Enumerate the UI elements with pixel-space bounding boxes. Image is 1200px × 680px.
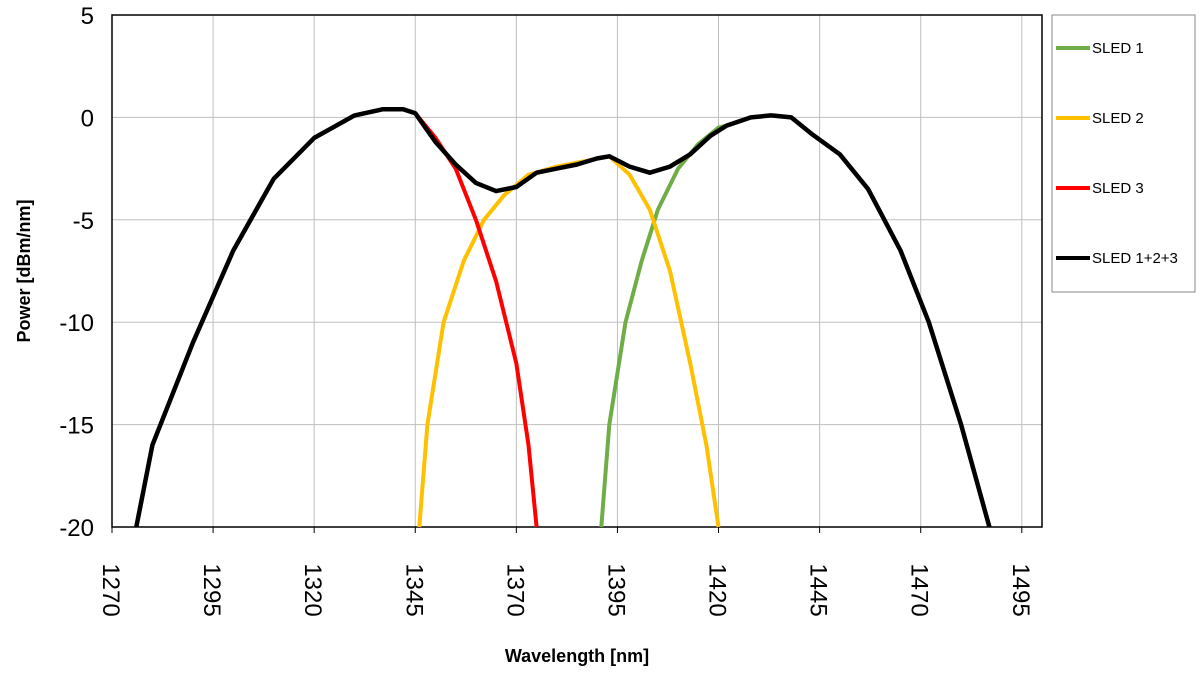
y-tick-label: -20 xyxy=(59,515,94,542)
x-axis-title: Wavelength [nm] xyxy=(505,646,649,666)
y-tick-label: -15 xyxy=(59,413,94,440)
x-tick-label: 1420 xyxy=(704,563,731,616)
x-tick-label: 1295 xyxy=(198,563,225,616)
x-tick-label: 1495 xyxy=(1007,563,1034,616)
legend-label: SLED 1+2+3 xyxy=(1092,250,1178,267)
x-tick-label: 1345 xyxy=(400,563,427,616)
y-tick-label: -5 xyxy=(73,208,94,235)
series-line xyxy=(134,106,992,528)
series-line xyxy=(417,154,721,528)
y-axis-title: Power [dBm/nm] xyxy=(14,199,34,342)
y-tick-label: -10 xyxy=(59,310,94,337)
legend-box xyxy=(1051,14,1196,293)
legend-label: SLED 1 xyxy=(1092,40,1144,57)
legend-label: SLED 3 xyxy=(1092,180,1144,197)
x-tick-label: 1270 xyxy=(97,563,124,616)
y-tick-label: 5 xyxy=(81,3,94,30)
x-tick-label: 1445 xyxy=(805,563,832,616)
y-tick-label: 0 xyxy=(81,105,94,132)
series-line xyxy=(599,113,992,528)
x-tick-label: 1395 xyxy=(602,563,629,616)
x-tick-label: 1470 xyxy=(906,563,933,616)
series-line xyxy=(134,107,539,528)
x-tick-label: 1320 xyxy=(299,563,326,616)
x-tick-label: 1370 xyxy=(501,563,528,616)
plot-frame xyxy=(111,14,1043,528)
legend-label: SLED 2 xyxy=(1092,110,1144,127)
